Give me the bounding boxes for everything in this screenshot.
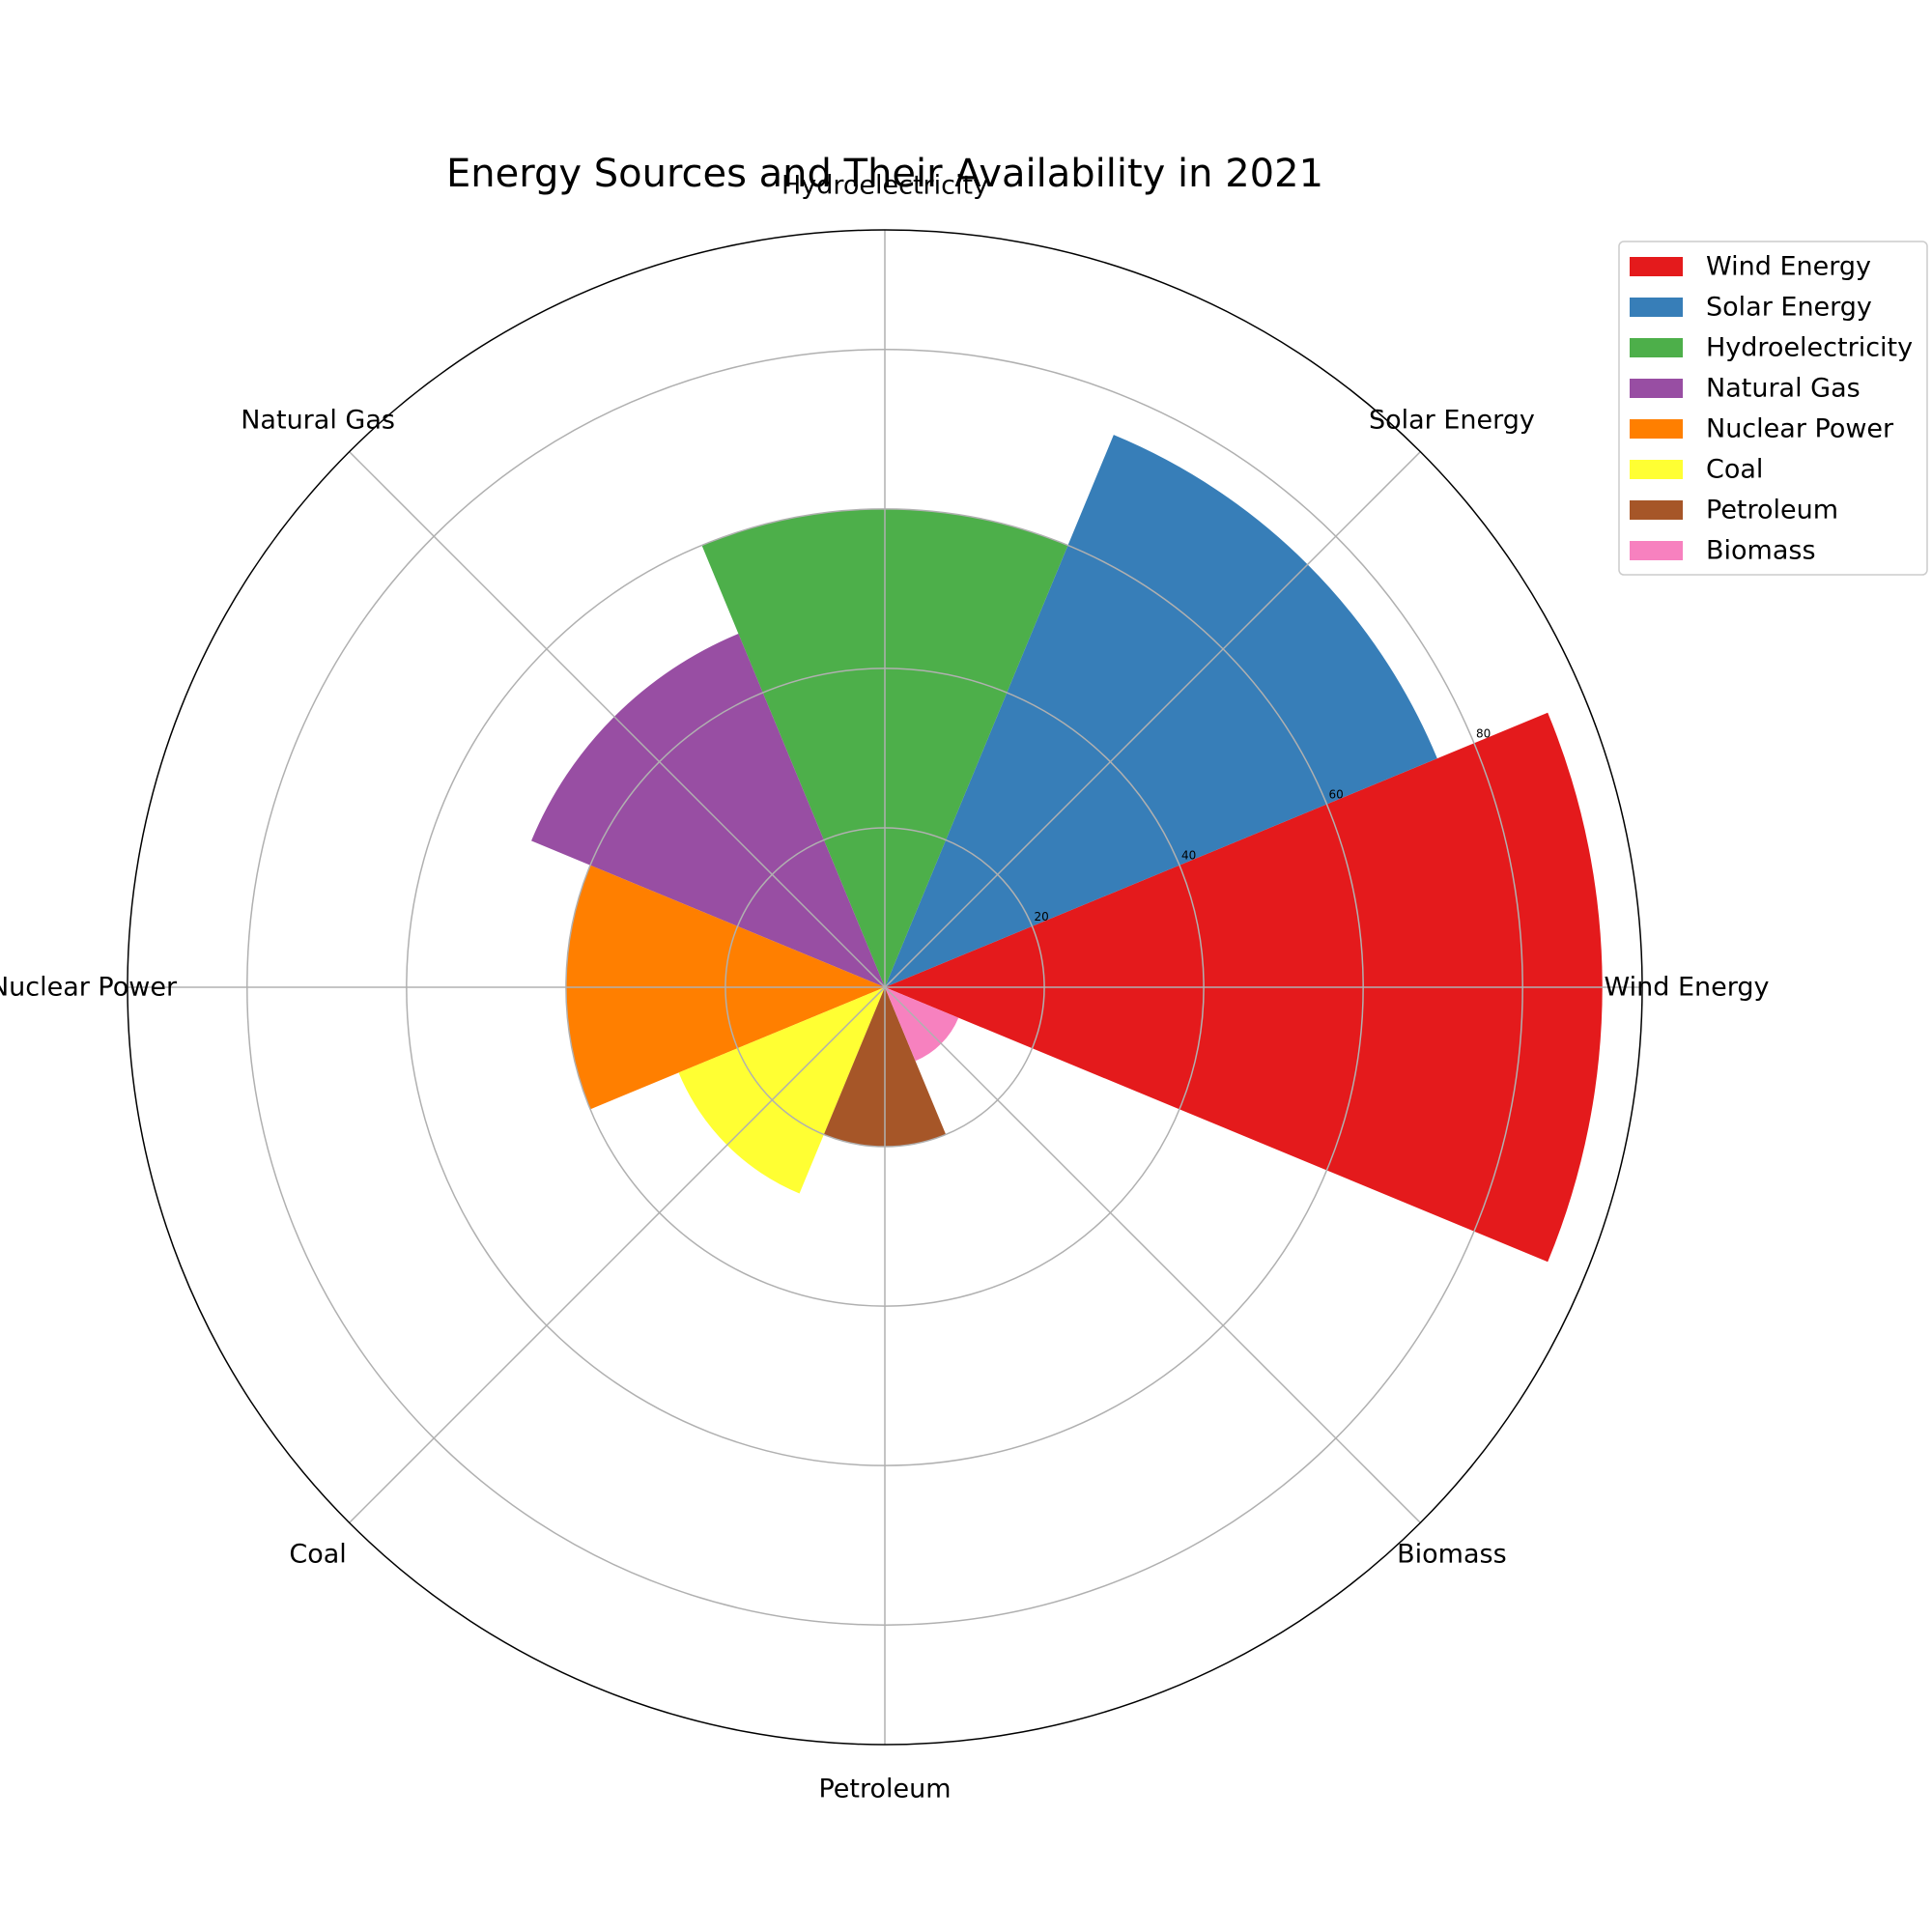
- legend-swatch-wind-energy: [1630, 257, 1683, 276]
- category-label-wind-energy: Wind Energy: [1605, 973, 1770, 1003]
- legend-label-biomass: Biomass: [1706, 536, 1816, 566]
- legend-frame: [1618, 241, 1928, 576]
- legend-swatch-coal: [1630, 460, 1683, 479]
- legend-swatch-solar-energy: [1630, 298, 1683, 317]
- category-label-nuclear-power: Nuclear Power: [0, 973, 178, 1003]
- bars-layer: [531, 435, 1603, 1263]
- legend-label-wind-energy: Wind Energy: [1706, 252, 1871, 282]
- legend-label-nuclear-power: Nuclear Power: [1706, 414, 1894, 444]
- legend-swatch-petroleum: [1630, 500, 1683, 520]
- chart-title: Energy Sources and Their Availability in…: [446, 152, 1323, 196]
- legend-label-coal: Coal: [1706, 455, 1763, 485]
- legend-label-solar-energy: Solar Energy: [1706, 293, 1872, 323]
- radial-tick-80: 80: [1476, 726, 1491, 740]
- category-label-solar-energy: Solar Energy: [1369, 406, 1535, 436]
- radial-tick-40: 40: [1181, 849, 1196, 863]
- radial-tick-20: 20: [1034, 910, 1048, 923]
- category-label-natural-gas: Natural Gas: [241, 406, 395, 436]
- radial-tick-labels: 20 40 60 80: [1034, 726, 1491, 923]
- category-label-petroleum: Petroleum: [818, 1775, 951, 1804]
- legend-swatch-hydroelectricity: [1630, 338, 1683, 357]
- category-label-coal: Coal: [289, 1539, 346, 1569]
- category-labels: Wind Energy Solar Energy Hydroelectricity N…: [0, 171, 1770, 1804]
- grid-spoke: [884, 986, 1421, 1523]
- legend-swatch-natural-gas: [1630, 379, 1683, 398]
- category-label-biomass: Biomass: [1397, 1539, 1507, 1569]
- radial-tick-60: 60: [1328, 788, 1343, 802]
- outer-circle: [127, 229, 1643, 1746]
- legend-label-hydroelectricity: Hydroelectricity: [1706, 333, 1913, 363]
- legend: Wind Energy Solar Energy Hydroelectricity N…: [1618, 241, 1928, 576]
- grid-spoke: [349, 451, 886, 988]
- grid-spoke: [349, 986, 886, 1523]
- category-label-hydroelectricity: Hydroelectricity: [781, 171, 988, 201]
- legend-label-petroleum: Petroleum: [1706, 496, 1838, 526]
- grid-layer: [127, 229, 1643, 1746]
- legend-label-natural-gas: Natural Gas: [1706, 374, 1861, 404]
- legend-swatch-nuclear-power: [1630, 419, 1683, 439]
- legend-swatch-biomass: [1630, 541, 1683, 560]
- grid-spoke: [884, 451, 1421, 988]
